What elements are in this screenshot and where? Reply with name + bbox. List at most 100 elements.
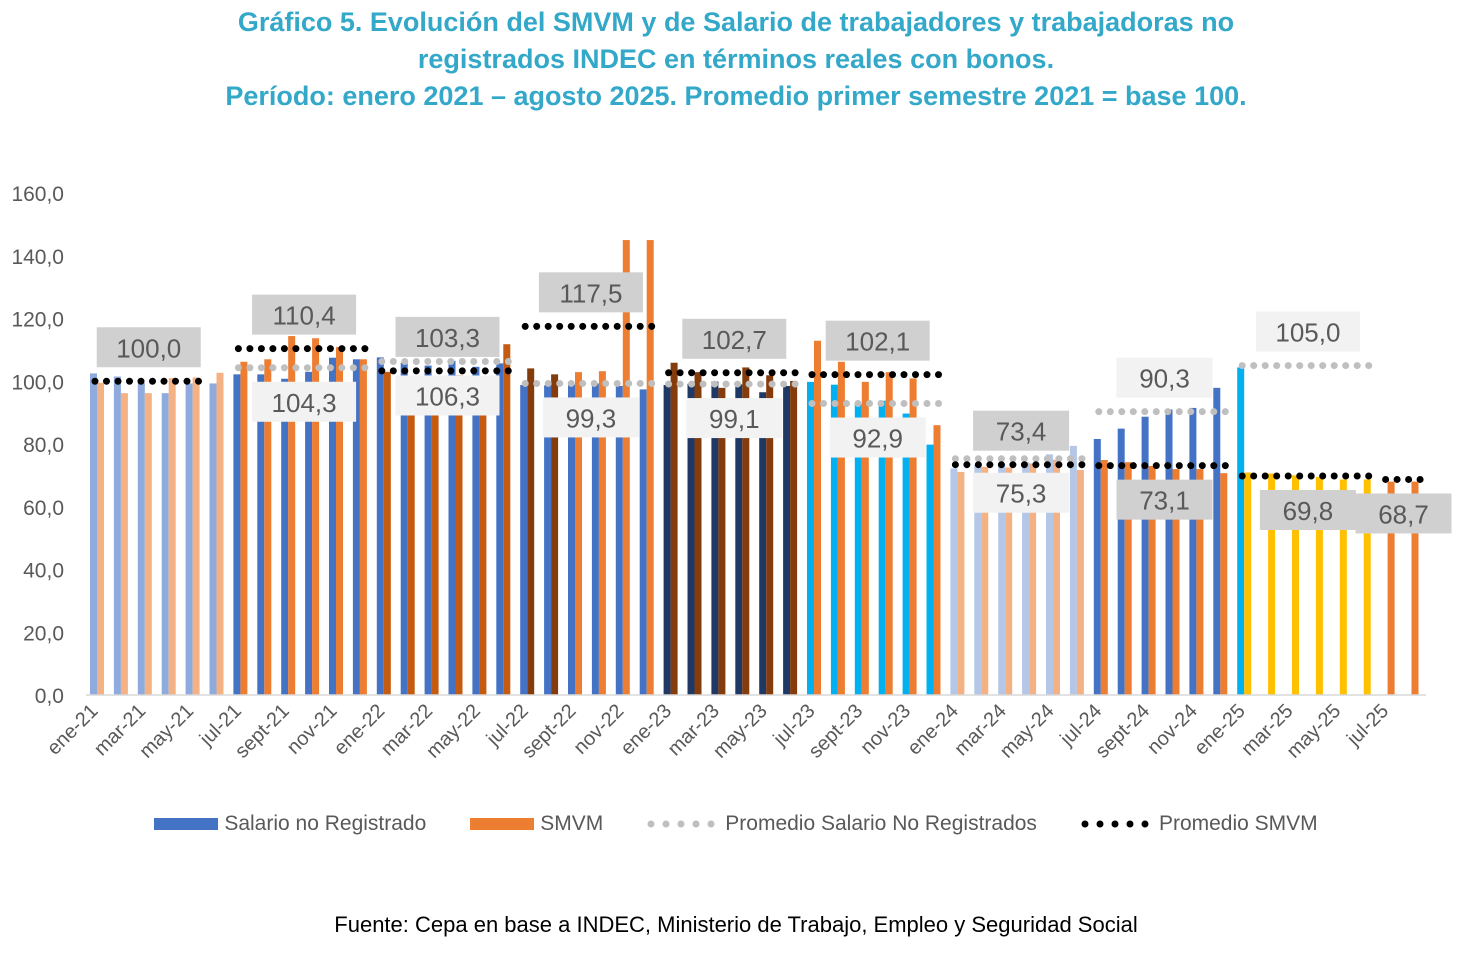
- avg-value-label: 117,5: [559, 278, 622, 308]
- avg-label-smvm: 68,7: [1355, 493, 1452, 534]
- bar-smvm: [431, 376, 439, 695]
- avg-label-smvm: 117,5: [538, 272, 643, 313]
- bar-salario: [1069, 445, 1077, 695]
- avg-value-label: 73,1: [1139, 486, 1190, 516]
- y-tick-label: 140,0: [11, 246, 64, 269]
- bar-smvm: [455, 375, 463, 695]
- x-tick-label: ene-24: [903, 700, 963, 760]
- bar-salario: [329, 357, 336, 695]
- legend: Salario no Registrado SMVM Promedio Sala…: [0, 812, 1472, 836]
- bar-salario: [161, 393, 169, 695]
- label-box: [96, 327, 201, 368]
- avg-label-smvm: 110,4: [252, 294, 357, 335]
- y-tick-label: 0,0: [35, 685, 64, 708]
- bar-salario: [663, 385, 671, 695]
- bar-salario: [305, 371, 313, 695]
- legend-label-smvm: SMVM: [540, 812, 604, 835]
- avg-label-salario: 90,3: [1116, 357, 1213, 398]
- label-box: [1116, 479, 1213, 520]
- avg-label-salario: 104,3: [252, 381, 357, 422]
- bar-salario: [233, 374, 241, 695]
- bar-salario: [878, 400, 886, 695]
- bar-smvm: [1268, 473, 1276, 695]
- bar-smvm: [383, 371, 391, 695]
- bar-salario: [185, 383, 193, 695]
- bar-salario: [520, 385, 528, 695]
- average-lines: [91, 322, 1425, 483]
- legend-dots-black: [1081, 820, 1153, 828]
- title-line-1: Gráfico 5. Evolución del SMVM y de Salar…: [237, 7, 1235, 37]
- bar-smvm: [1387, 481, 1395, 695]
- bar-smvm: [1244, 472, 1252, 695]
- bar-smvm: [1124, 462, 1132, 695]
- avg-value-label: 69,8: [1283, 496, 1334, 526]
- avg-value-label: 100,0: [116, 333, 181, 363]
- y-tick-label: 120,0: [11, 309, 64, 332]
- x-tick-label: ene-25: [1190, 700, 1250, 760]
- bar-smvm: [503, 344, 511, 695]
- avg-label-salario: 105,0: [1255, 311, 1360, 352]
- source-note: Fuente: Cepa en base a INDEC, Ministerio…: [334, 912, 1138, 937]
- bar-smvm: [407, 378, 415, 695]
- avg-label-smvm: 73,4: [973, 410, 1070, 451]
- bar-salario: [783, 385, 791, 695]
- bar-salario: [854, 403, 862, 695]
- bar-salario: [807, 381, 814, 695]
- legend-swatch-smvm: [470, 818, 535, 830]
- label-box: [682, 318, 787, 359]
- bar-smvm: [598, 371, 606, 695]
- avg-label-smvm: 102,1: [825, 320, 930, 361]
- avg-value-label: 105,0: [1275, 318, 1340, 348]
- x-tick-label: may-24: [996, 700, 1059, 763]
- bars: [90, 240, 1419, 695]
- bar-smvm: [551, 374, 559, 695]
- bar-salario: [974, 465, 982, 695]
- bar-salario: [1237, 367, 1245, 695]
- bar-salario: [950, 468, 958, 695]
- x-tick-label: ene-22: [330, 700, 390, 760]
- label-box: [542, 397, 639, 438]
- bar-smvm: [240, 361, 248, 695]
- legend-item-salario: Salario no Registrado: [154, 812, 426, 836]
- avg-label-salario: 99,1: [686, 398, 783, 439]
- chart-title: Gráfico 5. Evolución del SMVM y de Salar…: [0, 4, 1472, 115]
- bar-smvm: [575, 372, 582, 695]
- bar-salario: [1141, 416, 1149, 695]
- avg-value-label: 92,9: [852, 424, 903, 454]
- x-tick-label: ene-23: [617, 700, 677, 760]
- bar-smvm: [1148, 465, 1156, 695]
- bar-smvm: [718, 387, 726, 695]
- x-tick-label: nov-24: [1143, 700, 1202, 759]
- x-tick-label: nov-22: [570, 700, 629, 759]
- bar-smvm: [1053, 459, 1060, 695]
- bar-smvm: [670, 362, 678, 695]
- y-tick-label: 40,0: [23, 560, 64, 583]
- bar-smvm: [97, 382, 104, 695]
- label-box: [252, 381, 357, 422]
- bar-smvm: [981, 466, 989, 695]
- y-axis: 0,0 20,0 40,0 60,0 80,0 100,0 120,0 140,0 160,0: [11, 183, 64, 708]
- legend-label-salario: Salario no Registrado: [224, 812, 427, 835]
- label-box: [538, 272, 643, 313]
- legend-label-promedio-salario: Promedio Salario No Registrados: [725, 812, 1037, 835]
- bar-salario: [568, 384, 575, 695]
- y-tick-label: 160,0: [11, 183, 64, 206]
- bar-smvm: [1315, 476, 1323, 695]
- x-tick-label: sept-22: [518, 700, 581, 763]
- bar-smvm: [168, 378, 176, 695]
- avg-label-smvm: 102,7: [682, 318, 787, 359]
- bar-salario: [735, 384, 743, 695]
- title-line-2: registrados INDEC en términos reales con…: [417, 44, 1055, 74]
- bar-smvm: [742, 367, 750, 695]
- bar-salario: [472, 366, 480, 695]
- bar-salario: [1189, 407, 1197, 695]
- x-axis: ene-21mar-21may-21jul-21sept-21nov-21ene…: [43, 700, 1393, 763]
- bar-salario: [544, 385, 552, 695]
- legend-item-promedio-salario: Promedio Salario No Registrados: [647, 812, 1037, 836]
- bar-smvm: [694, 372, 702, 695]
- avg-label-salario: 92,9: [829, 417, 926, 458]
- legend-dots-gray: [647, 820, 720, 828]
- label-box: [829, 417, 926, 458]
- bar-smvm: [336, 347, 343, 695]
- label-box: [1255, 311, 1360, 352]
